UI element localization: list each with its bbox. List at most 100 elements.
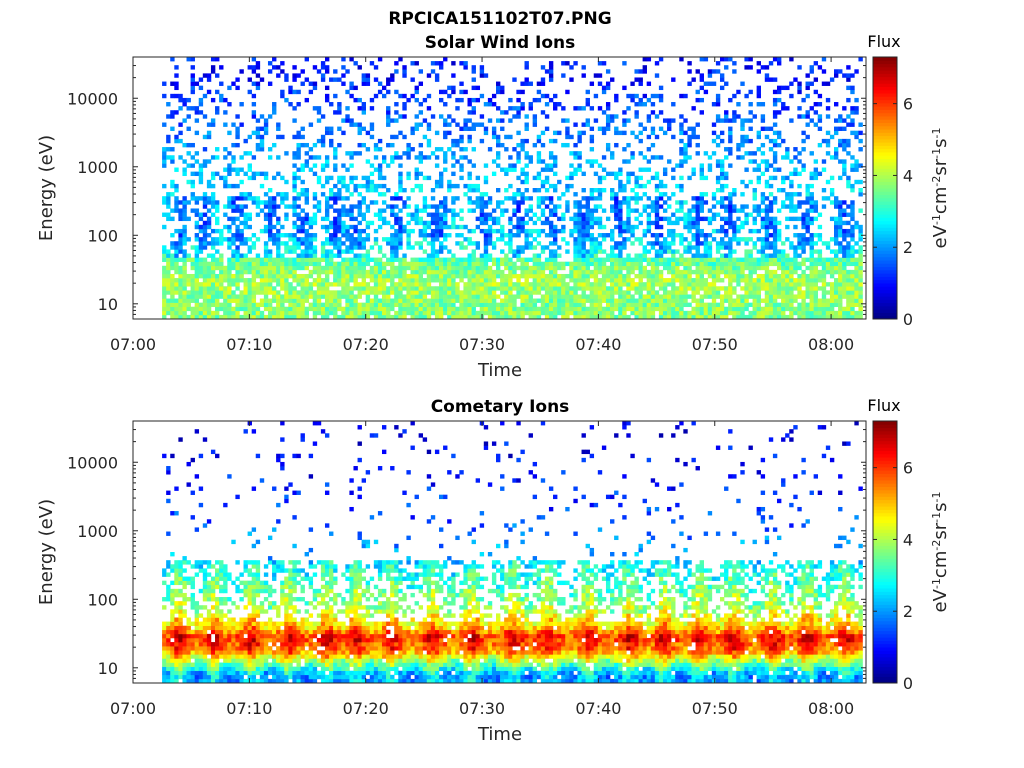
heatmap-cell bbox=[390, 253, 395, 258]
heatmap-cell bbox=[463, 269, 468, 275]
heatmap-cell bbox=[284, 294, 289, 299]
heatmap-cell bbox=[227, 257, 232, 262]
heatmap-cell bbox=[166, 196, 171, 201]
heatmap-cell bbox=[239, 237, 244, 242]
heatmap-cell bbox=[508, 134, 513, 140]
heatmap-cell bbox=[312, 310, 318, 316]
heatmap-cell bbox=[650, 130, 656, 136]
heatmap-cell bbox=[320, 265, 326, 271]
heatmap-cell bbox=[373, 155, 379, 160]
heatmap-cell bbox=[732, 273, 737, 279]
heatmap-cell bbox=[707, 245, 713, 250]
heatmap-cell bbox=[426, 106, 432, 111]
heatmap-cell bbox=[178, 228, 183, 234]
heatmap-cell bbox=[308, 294, 314, 299]
heatmap-cell bbox=[471, 69, 476, 74]
heatmap-cell bbox=[320, 142, 326, 148]
heatmap-cell bbox=[785, 106, 790, 111]
heatmap-cell bbox=[797, 204, 802, 209]
heatmap-cell bbox=[793, 310, 798, 316]
heatmap-cell bbox=[451, 220, 456, 226]
heatmap-cell bbox=[768, 302, 774, 308]
heatmap-cell bbox=[544, 261, 550, 267]
heatmap-cell bbox=[337, 302, 342, 308]
heatmap-cell bbox=[736, 269, 741, 275]
heatmap-cell bbox=[162, 249, 167, 254]
heatmap-cell bbox=[483, 220, 489, 226]
heatmap-cell bbox=[357, 208, 362, 213]
heatmap-cell bbox=[329, 192, 334, 197]
heatmap-cell bbox=[426, 233, 432, 238]
heatmap-cell bbox=[756, 298, 761, 303]
heatmap-cell bbox=[239, 302, 244, 308]
heatmap-cell bbox=[174, 85, 179, 91]
heatmap-cell bbox=[679, 200, 684, 205]
heatmap-cell bbox=[589, 269, 595, 275]
heatmap-cell bbox=[728, 245, 733, 250]
heatmap-cell bbox=[259, 126, 265, 131]
heatmap-cell bbox=[353, 61, 358, 66]
heatmap-cell bbox=[398, 294, 403, 299]
heatmap-cell bbox=[646, 147, 652, 152]
heatmap-cell bbox=[475, 245, 481, 250]
heatmap-cell bbox=[341, 261, 346, 267]
heatmap-cell bbox=[235, 294, 240, 299]
heatmap-cell bbox=[190, 73, 195, 78]
heatmap-cell bbox=[345, 188, 350, 193]
heatmap-cell bbox=[162, 163, 167, 168]
heatmap-cell bbox=[459, 245, 464, 250]
heatmap-cell bbox=[162, 286, 167, 291]
heatmap-cell bbox=[699, 175, 704, 181]
heatmap-cell bbox=[227, 130, 232, 136]
heatmap-cell bbox=[544, 310, 550, 316]
heatmap-cell bbox=[569, 233, 574, 238]
heatmap-cell bbox=[622, 294, 627, 299]
heatmap-cell bbox=[732, 290, 737, 295]
heatmap-cell bbox=[797, 290, 802, 295]
heatmap-cell bbox=[361, 110, 366, 115]
heatmap-cell bbox=[439, 286, 444, 291]
heatmap-cell bbox=[528, 294, 533, 299]
heatmap-cell bbox=[675, 257, 680, 262]
heatmap-cell bbox=[394, 192, 399, 197]
heatmap-cell bbox=[410, 257, 415, 262]
heatmap-cell bbox=[593, 204, 599, 209]
heatmap-cell bbox=[756, 278, 761, 283]
heatmap-cell bbox=[695, 122, 700, 127]
heatmap-cell bbox=[593, 93, 599, 99]
heatmap-cell bbox=[548, 208, 554, 213]
heatmap-cell bbox=[764, 126, 770, 131]
heatmap-cell bbox=[487, 290, 493, 295]
heatmap-cell bbox=[182, 261, 187, 267]
heatmap-cell bbox=[369, 245, 375, 250]
heatmap-cell bbox=[430, 306, 436, 312]
heatmap-cell bbox=[728, 151, 733, 156]
heatmap-cell bbox=[206, 273, 212, 279]
heatmap-cell bbox=[276, 73, 281, 78]
heatmap-cell bbox=[618, 179, 623, 185]
heatmap-cell bbox=[614, 241, 619, 246]
heatmap-cell bbox=[496, 302, 501, 308]
heatmap-cell bbox=[276, 269, 281, 275]
heatmap-cell bbox=[284, 269, 289, 275]
heatmap-cell bbox=[601, 224, 607, 230]
heatmap-cell bbox=[585, 249, 590, 254]
heatmap-cell bbox=[581, 212, 586, 217]
heatmap-cell bbox=[300, 282, 305, 287]
heatmap-cell bbox=[679, 310, 684, 316]
heatmap-cell bbox=[235, 171, 240, 177]
heatmap-cell bbox=[304, 298, 309, 303]
heatmap-cell bbox=[300, 306, 305, 312]
heatmap-cell bbox=[618, 216, 623, 222]
heatmap-cell bbox=[756, 175, 761, 181]
heatmap-cell bbox=[312, 85, 318, 91]
heatmap-cell bbox=[516, 286, 521, 291]
heatmap-cell bbox=[280, 294, 285, 299]
heatmap-cell bbox=[548, 241, 554, 246]
heatmap-cell bbox=[357, 97, 362, 103]
heatmap-cell bbox=[447, 310, 452, 316]
heatmap-cell bbox=[235, 269, 240, 275]
heatmap-cell bbox=[341, 183, 346, 189]
heatmap-cell bbox=[308, 282, 314, 287]
heatmap-cell bbox=[736, 257, 741, 262]
